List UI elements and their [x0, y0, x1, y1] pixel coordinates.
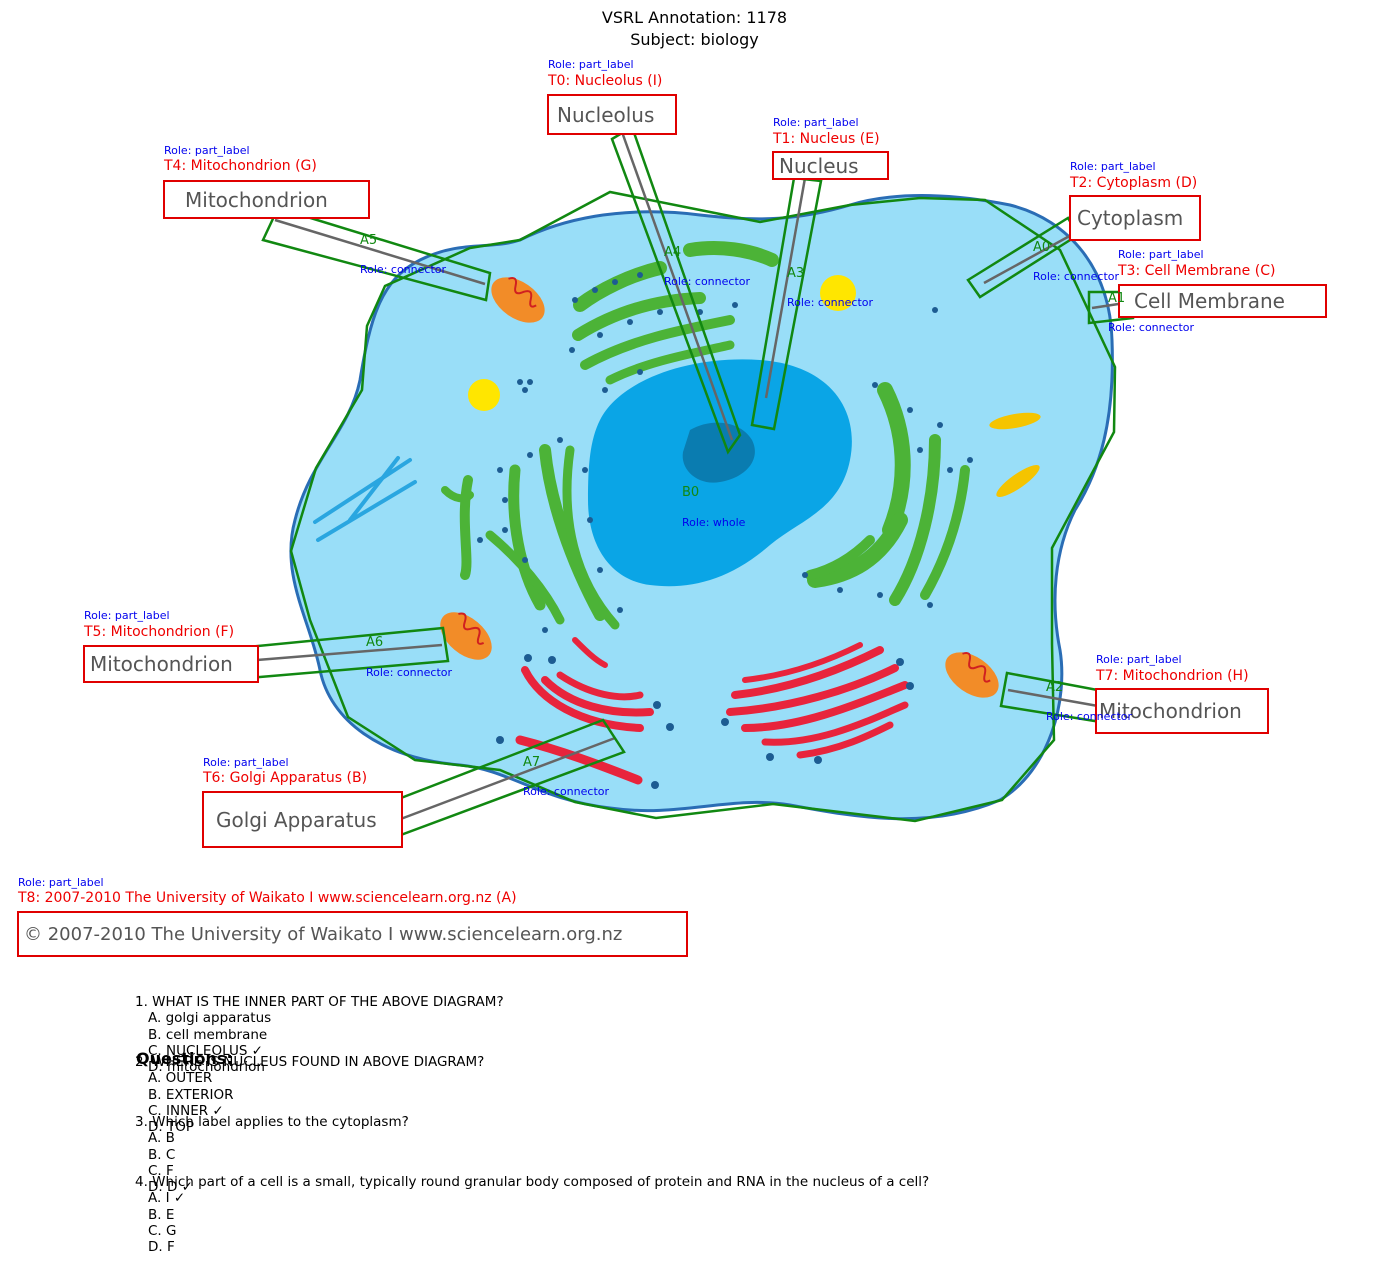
- vesicle: [996, 465, 1040, 497]
- question-option: C. G: [148, 1223, 177, 1239]
- connector-id: A5: [360, 233, 378, 248]
- connector-role: Role: connector: [664, 275, 751, 288]
- connector-role: Role: connector: [1046, 710, 1133, 723]
- label-box-mitochondrion-f: Mitochondrion: [83, 645, 259, 683]
- connector-lines: [256, 131, 1126, 822]
- label-caption: T0: Nucleolus (I): [548, 73, 663, 89]
- label-box-cell-membrane: Cell Membrane: [1118, 284, 1327, 318]
- label-caption: T2: Cytoplasm (D): [1070, 175, 1198, 191]
- role-label: Role: part_label: [84, 609, 170, 622]
- label-box-nucleus: Nucleus: [772, 151, 889, 180]
- question-option: B. E: [148, 1207, 175, 1223]
- question-text: 1. WHAT IS THE INNER PART OF THE ABOVE D…: [135, 994, 504, 1010]
- connector-role: Role: connector: [366, 666, 453, 679]
- connector-role: Role: connector: [1033, 270, 1120, 283]
- connector-id: A6: [366, 635, 384, 650]
- question-option: C. F: [148, 1163, 174, 1179]
- role-label: Role: part_label: [18, 876, 104, 889]
- label-caption: T6: Golgi Apparatus (B): [203, 770, 368, 786]
- question-option: A. B: [148, 1130, 175, 1146]
- role-label: Role: part_label: [548, 58, 634, 71]
- whole-role: Role: whole: [682, 516, 746, 529]
- vesicles-small: [496, 654, 914, 789]
- question-option: C. NUCLEOLUS ✓: [148, 1043, 263, 1059]
- connector-role: Role: connector: [787, 296, 874, 309]
- label-caption: T8: 2007-2010 The University of Waikato …: [18, 890, 517, 906]
- connector-id: A4: [664, 245, 682, 260]
- label-box-golgi: Golgi Apparatus: [202, 791, 403, 848]
- golgi-apparatus: [515, 637, 909, 785]
- question-option: B. C: [148, 1147, 176, 1163]
- label-box-cytoplasm: Cytoplasm: [1069, 195, 1201, 241]
- label-box-copyright: © 2007-2010 The University of Waikato I …: [17, 911, 688, 957]
- question-text: 2. WHERE IS NUCLEUS FOUND IN ABOVE DIAGR…: [135, 1054, 485, 1070]
- questions-heading: Questions:: [136, 1049, 233, 1068]
- label-box-mitochondrion-h: Mitochondrion: [1095, 688, 1269, 734]
- question-text: 4. Which part of a cell is a small, typi…: [135, 1174, 930, 1190]
- role-label: Role: part_label: [773, 116, 859, 129]
- connector-id: A7: [523, 755, 541, 770]
- question-option: D. D ✓: [148, 1179, 193, 1195]
- connector-id: A0: [1033, 240, 1051, 255]
- label-box-mitochondrion-g: Mitochondrion: [163, 180, 370, 219]
- label-caption: T5: Mitochondrion (F): [84, 624, 235, 640]
- connector-role: Role: connector: [1108, 321, 1195, 334]
- label-caption: T4: Mitochondrion (G): [164, 158, 317, 174]
- vesicle: [820, 275, 856, 311]
- question-option: B. cell membrane: [148, 1027, 268, 1043]
- label-box-nucleolus: Nucleolus: [547, 94, 677, 135]
- mitochondrion: [491, 276, 545, 323]
- question-option: D. F: [148, 1239, 175, 1255]
- centriole: [313, 456, 417, 542]
- whole-id: B0: [682, 485, 700, 500]
- mitochondrion: [440, 612, 492, 660]
- role-label: Role: part_label: [1096, 653, 1182, 666]
- connector-role: Role: connector: [523, 785, 610, 798]
- role-label: Role: part_label: [1118, 248, 1204, 261]
- connector-role: Role: connector: [360, 263, 447, 276]
- question-option: A. I ✓: [148, 1190, 186, 1206]
- connector-id: A1: [1108, 291, 1126, 306]
- question-option: D. TOP: [148, 1119, 194, 1135]
- connector-id: A2: [1046, 680, 1064, 695]
- question-option: A. golgi apparatus: [148, 1010, 272, 1026]
- label-caption: T1: Nucleus (E): [773, 131, 880, 147]
- connector-id: A3: [787, 266, 805, 281]
- question-option: D. mitochondrion: [148, 1059, 265, 1075]
- vesicle: [468, 379, 500, 411]
- endoplasmic-reticulum: [441, 241, 970, 630]
- question-option: C. INNER ✓: [148, 1103, 224, 1119]
- question-option: B. EXTERIOR: [148, 1087, 234, 1103]
- annotation-title: VSRL Annotation: 1178: [601, 8, 788, 27]
- whole-region-outline: [289, 190, 1117, 823]
- vesicle: [989, 412, 1041, 430]
- label-caption: T7: Mitochondrion (H): [1096, 668, 1249, 684]
- subject-title: Subject: biology: [630, 30, 759, 49]
- question-text: 3. Which label applies to the cytoplasm?: [135, 1114, 409, 1130]
- role-label: Role: part_label: [1070, 160, 1156, 173]
- role-label: Role: part_label: [203, 756, 289, 769]
- question-option: A. OUTER: [148, 1070, 213, 1086]
- mitochondrion: [945, 651, 999, 698]
- role-label: Role: part_label: [164, 144, 250, 157]
- label-caption: T3: Cell Membrane (C): [1118, 263, 1276, 279]
